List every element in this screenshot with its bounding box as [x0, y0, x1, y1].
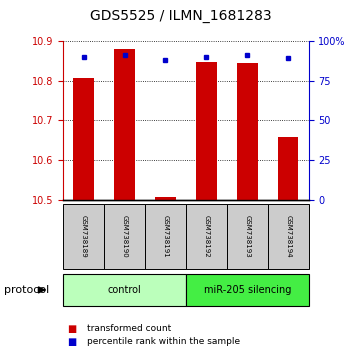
- Text: miR-205 silencing: miR-205 silencing: [204, 285, 291, 295]
- Text: transformed count: transformed count: [87, 324, 171, 333]
- Text: GDS5525 / ILMN_1681283: GDS5525 / ILMN_1681283: [90, 9, 271, 23]
- Bar: [237, 63, 257, 200]
- Text: percentile rank within the sample: percentile rank within the sample: [87, 337, 240, 346]
- Text: control: control: [108, 285, 142, 295]
- Text: GSM738194: GSM738194: [285, 215, 291, 258]
- Text: GSM738191: GSM738191: [162, 215, 169, 258]
- Text: GSM738193: GSM738193: [244, 215, 250, 258]
- Bar: [155, 197, 176, 200]
- Text: GSM738189: GSM738189: [81, 215, 87, 258]
- Text: GSM738190: GSM738190: [122, 215, 127, 258]
- Bar: [114, 50, 135, 200]
- Bar: [196, 62, 217, 200]
- Bar: [278, 137, 299, 200]
- Bar: [73, 78, 94, 200]
- Text: GSM738192: GSM738192: [203, 215, 209, 258]
- Text: ■: ■: [67, 337, 76, 347]
- Text: protocol: protocol: [4, 285, 49, 295]
- Text: ■: ■: [67, 324, 76, 333]
